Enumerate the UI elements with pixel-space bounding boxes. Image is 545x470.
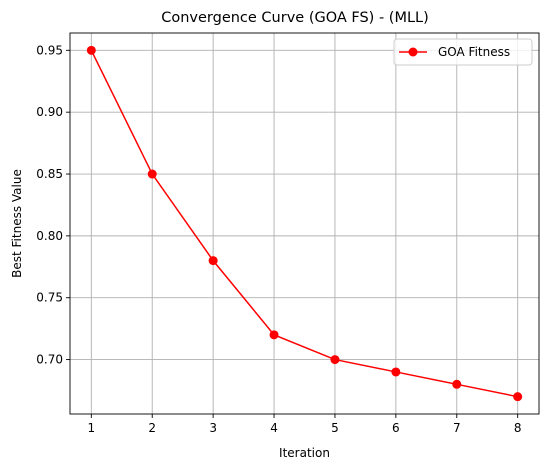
data-point <box>452 379 462 389</box>
legend-box <box>393 38 533 66</box>
x-tick-label: 8 <box>514 421 522 435</box>
chart-title: Convergence Curve (GOA FS) - (MLL) <box>161 10 429 26</box>
series <box>86 45 523 402</box>
x-tick-label: 2 <box>148 421 156 435</box>
series-line <box>90 49 518 398</box>
ticks: 1 2 3 4 5 6 7 8 0.70 0.75 0.80 0.85 0.90 0.95 <box>36 43 521 435</box>
data-point <box>86 45 96 55</box>
x-tick-label: 4 <box>270 421 278 435</box>
data-point <box>391 367 401 377</box>
data-point <box>208 256 218 266</box>
data-point <box>147 169 157 179</box>
x-tick-label: 1 <box>87 421 95 435</box>
x-tick-label: 6 <box>392 421 400 435</box>
legend-marker-swatch <box>408 47 418 57</box>
y-axis-title: Best Fitness Value <box>10 169 24 278</box>
data-point <box>269 330 279 340</box>
legend-label: GOA Fitness <box>438 45 510 59</box>
y-tick-label: 0.95 <box>36 43 63 57</box>
y-tick-label: 0.90 <box>36 105 63 119</box>
y-tick-label: 0.75 <box>36 291 63 305</box>
x-axis-title: Iteration <box>279 446 330 460</box>
data-point <box>513 392 523 402</box>
plot-frame <box>69 32 540 415</box>
legend: GOA Fitness <box>393 38 533 66</box>
y-tick-label: 0.85 <box>36 167 63 181</box>
data-point <box>330 355 340 365</box>
y-tick-label: 0.80 <box>36 229 63 243</box>
y-tick-label: 0.70 <box>36 353 63 367</box>
x-tick-label: 7 <box>453 421 461 435</box>
x-tick-label: 5 <box>331 421 339 435</box>
x-tick-label: 3 <box>209 421 217 435</box>
